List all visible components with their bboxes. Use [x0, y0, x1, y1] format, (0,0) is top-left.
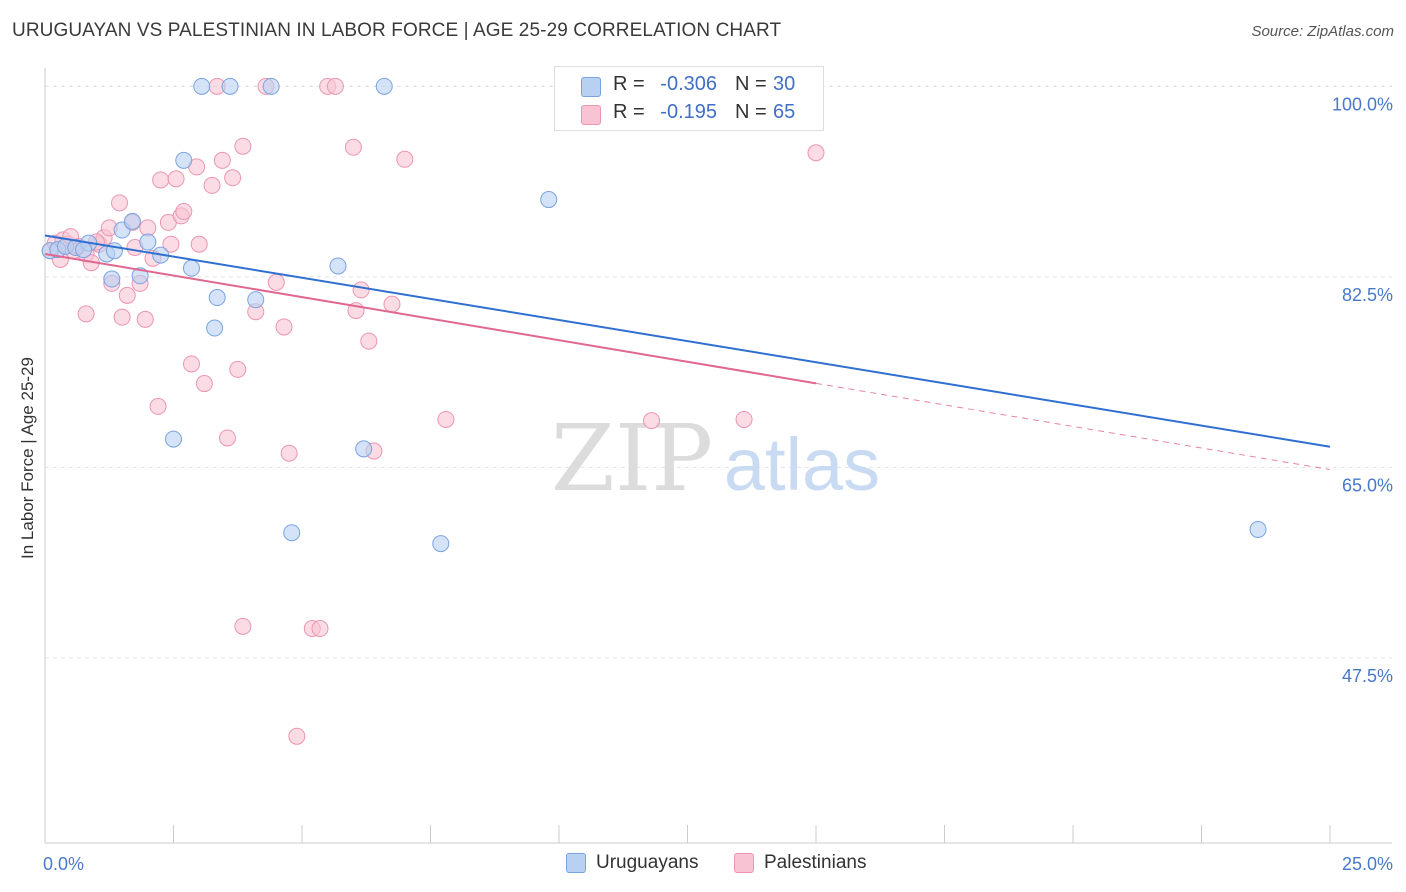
- uruguayan-point: [103, 270, 121, 288]
- palestinian-point: [203, 176, 221, 194]
- uruguayan-point: [221, 77, 239, 95]
- uruguayan-point: [165, 430, 182, 448]
- tick-labels: 100.0% 82.5% 65.0% 47.5% 0.0% 25.0%: [43, 94, 1393, 874]
- legend-n-value: 30: [773, 73, 796, 95]
- palestinian-point: [139, 219, 157, 237]
- palestinian-point: [383, 295, 401, 313]
- correlation-legend: R = -0.306 N = 30 R = -0.195 N = 65: [554, 66, 824, 131]
- uruguayan-point: [283, 524, 301, 542]
- palestinian-point: [113, 308, 131, 326]
- watermark-zip: ZIP: [551, 405, 713, 512]
- axes: [44, 68, 1392, 844]
- palestinian-trend-line-extrapolated: [815, 382, 1331, 471]
- palestinian-point: [267, 273, 285, 291]
- gridlines: [45, 85, 1392, 659]
- uruguayan-point: [262, 77, 280, 95]
- palestinian-point: [643, 412, 661, 430]
- uruguayan-point: [1249, 520, 1267, 538]
- palestinian-point: [149, 397, 167, 415]
- palestinian-point: [167, 170, 185, 188]
- palestinian-point: [234, 617, 252, 635]
- palestinian-point: [344, 138, 362, 156]
- y-tick-label: 82.5%: [1342, 285, 1393, 305]
- palestinian-point: [111, 194, 129, 212]
- palestinian-point: [229, 360, 247, 378]
- x-tick-label: 0.0%: [43, 854, 84, 874]
- uruguayan-point: [139, 233, 157, 251]
- uruguayan-point: [432, 535, 450, 553]
- uruguayan-point: [206, 319, 224, 337]
- series-label-uruguayans: Uruguayans: [596, 852, 699, 873]
- legend-n-value: 65: [773, 101, 796, 123]
- legend-n-label: N =: [735, 73, 767, 95]
- uruguayan-point: [123, 212, 141, 230]
- palestinian-point: [182, 355, 200, 373]
- palestinian-point: [352, 281, 370, 299]
- watermark: ZIP atlas: [551, 405, 880, 512]
- legend-r-value: -0.306: [660, 73, 717, 95]
- palestinian-point: [118, 286, 136, 304]
- uruguayan-point: [208, 289, 226, 307]
- uruguayan-point: [131, 267, 149, 285]
- uruguayan-trend-line: [44, 234, 1331, 448]
- uruguayan-point: [247, 291, 265, 309]
- palestinian-point: [360, 332, 378, 350]
- palestinian-point: [275, 318, 293, 336]
- uruguayan-point: [329, 257, 347, 275]
- uruguayan-points: [41, 77, 1267, 553]
- uruguayan-point: [182, 259, 200, 277]
- palestinian-point: [162, 235, 180, 253]
- palestinian-point: [195, 375, 213, 393]
- palestinian-point: [396, 150, 414, 168]
- chart-title: URUGUAYAN VS PALESTINIAN IN LABOR FORCE …: [12, 20, 782, 41]
- uruguayan-point: [375, 77, 393, 95]
- uruguayan-point: [75, 241, 93, 259]
- palestinian-point: [288, 727, 306, 745]
- uruguayan-point: [175, 151, 193, 169]
- palestinian-point: [437, 410, 455, 428]
- x-tick-label: 25.0%: [1342, 854, 1393, 874]
- palestinian-point: [311, 620, 329, 638]
- uruguayan-point: [355, 440, 373, 458]
- legend-r-label: R =: [613, 73, 645, 95]
- series-label-palestinians: Palestinians: [764, 852, 867, 873]
- series-swatch-uruguayans: [566, 853, 586, 873]
- legend-row-uruguayans: R = -0.306 N = 30: [555, 71, 823, 101]
- palestinian-point: [234, 137, 252, 155]
- uruguayan-point: [193, 77, 211, 95]
- palestinian-point: [735, 410, 753, 428]
- trend-lines: [44, 234, 1331, 471]
- palestinian-point: [280, 444, 298, 462]
- legend-row-palestinians: R = -0.195 N = 65: [555, 99, 823, 129]
- y-tick-label: 65.0%: [1342, 475, 1393, 495]
- palestinian-point: [136, 310, 154, 328]
- legend-swatch-uruguayans: [581, 77, 601, 97]
- legend-n-label: N =: [735, 101, 767, 123]
- palestinian-point: [807, 144, 825, 162]
- uruguayan-point: [540, 191, 558, 209]
- palestinian-point: [213, 151, 231, 169]
- y-tick-label: 47.5%: [1342, 666, 1393, 686]
- y-tick-label: 100.0%: [1332, 94, 1393, 114]
- palestinian-point: [190, 235, 208, 253]
- watermark-atlas: atlas: [724, 423, 880, 506]
- series-swatch-palestinians: [734, 853, 754, 873]
- palestinian-point: [152, 171, 170, 189]
- legend-r-label: R =: [613, 101, 645, 123]
- legend-r-value: -0.195: [660, 101, 717, 123]
- palestinian-point: [77, 305, 95, 323]
- palestinian-point: [326, 77, 344, 95]
- source-note: Source: ZipAtlas.com: [1251, 23, 1394, 40]
- palestinian-trend-line: [44, 253, 817, 385]
- legend-swatch-palestinians: [581, 105, 601, 125]
- palestinian-point: [218, 429, 236, 447]
- palestinian-point: [175, 203, 193, 221]
- palestinian-point: [224, 169, 242, 187]
